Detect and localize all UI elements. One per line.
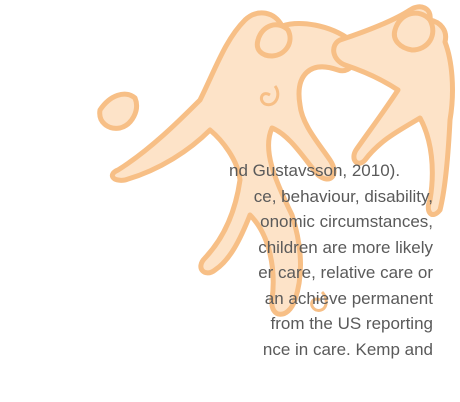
text-line: ce, behaviour, disability, xyxy=(254,187,433,206)
text-line: an achieve permanent xyxy=(265,289,434,308)
text-line: children are more likely xyxy=(258,238,433,257)
text-line: nd Gustavsson, 2010). xyxy=(229,161,400,180)
text-line: nce in care. Kemp and xyxy=(263,340,433,359)
text-line: er care, relative care or xyxy=(258,263,433,282)
text-line: onomic circumstances, xyxy=(260,212,433,231)
document-fragment: nd Gustavsson, 2010). ce, behaviour, dis… xyxy=(0,0,460,402)
text-line: from the US reporting xyxy=(270,314,433,333)
page: nd Gustavsson, 2010). ce, behaviour, dis… xyxy=(0,0,460,402)
body-text: nd Gustavsson, 2010). ce, behaviour, dis… xyxy=(229,161,433,359)
